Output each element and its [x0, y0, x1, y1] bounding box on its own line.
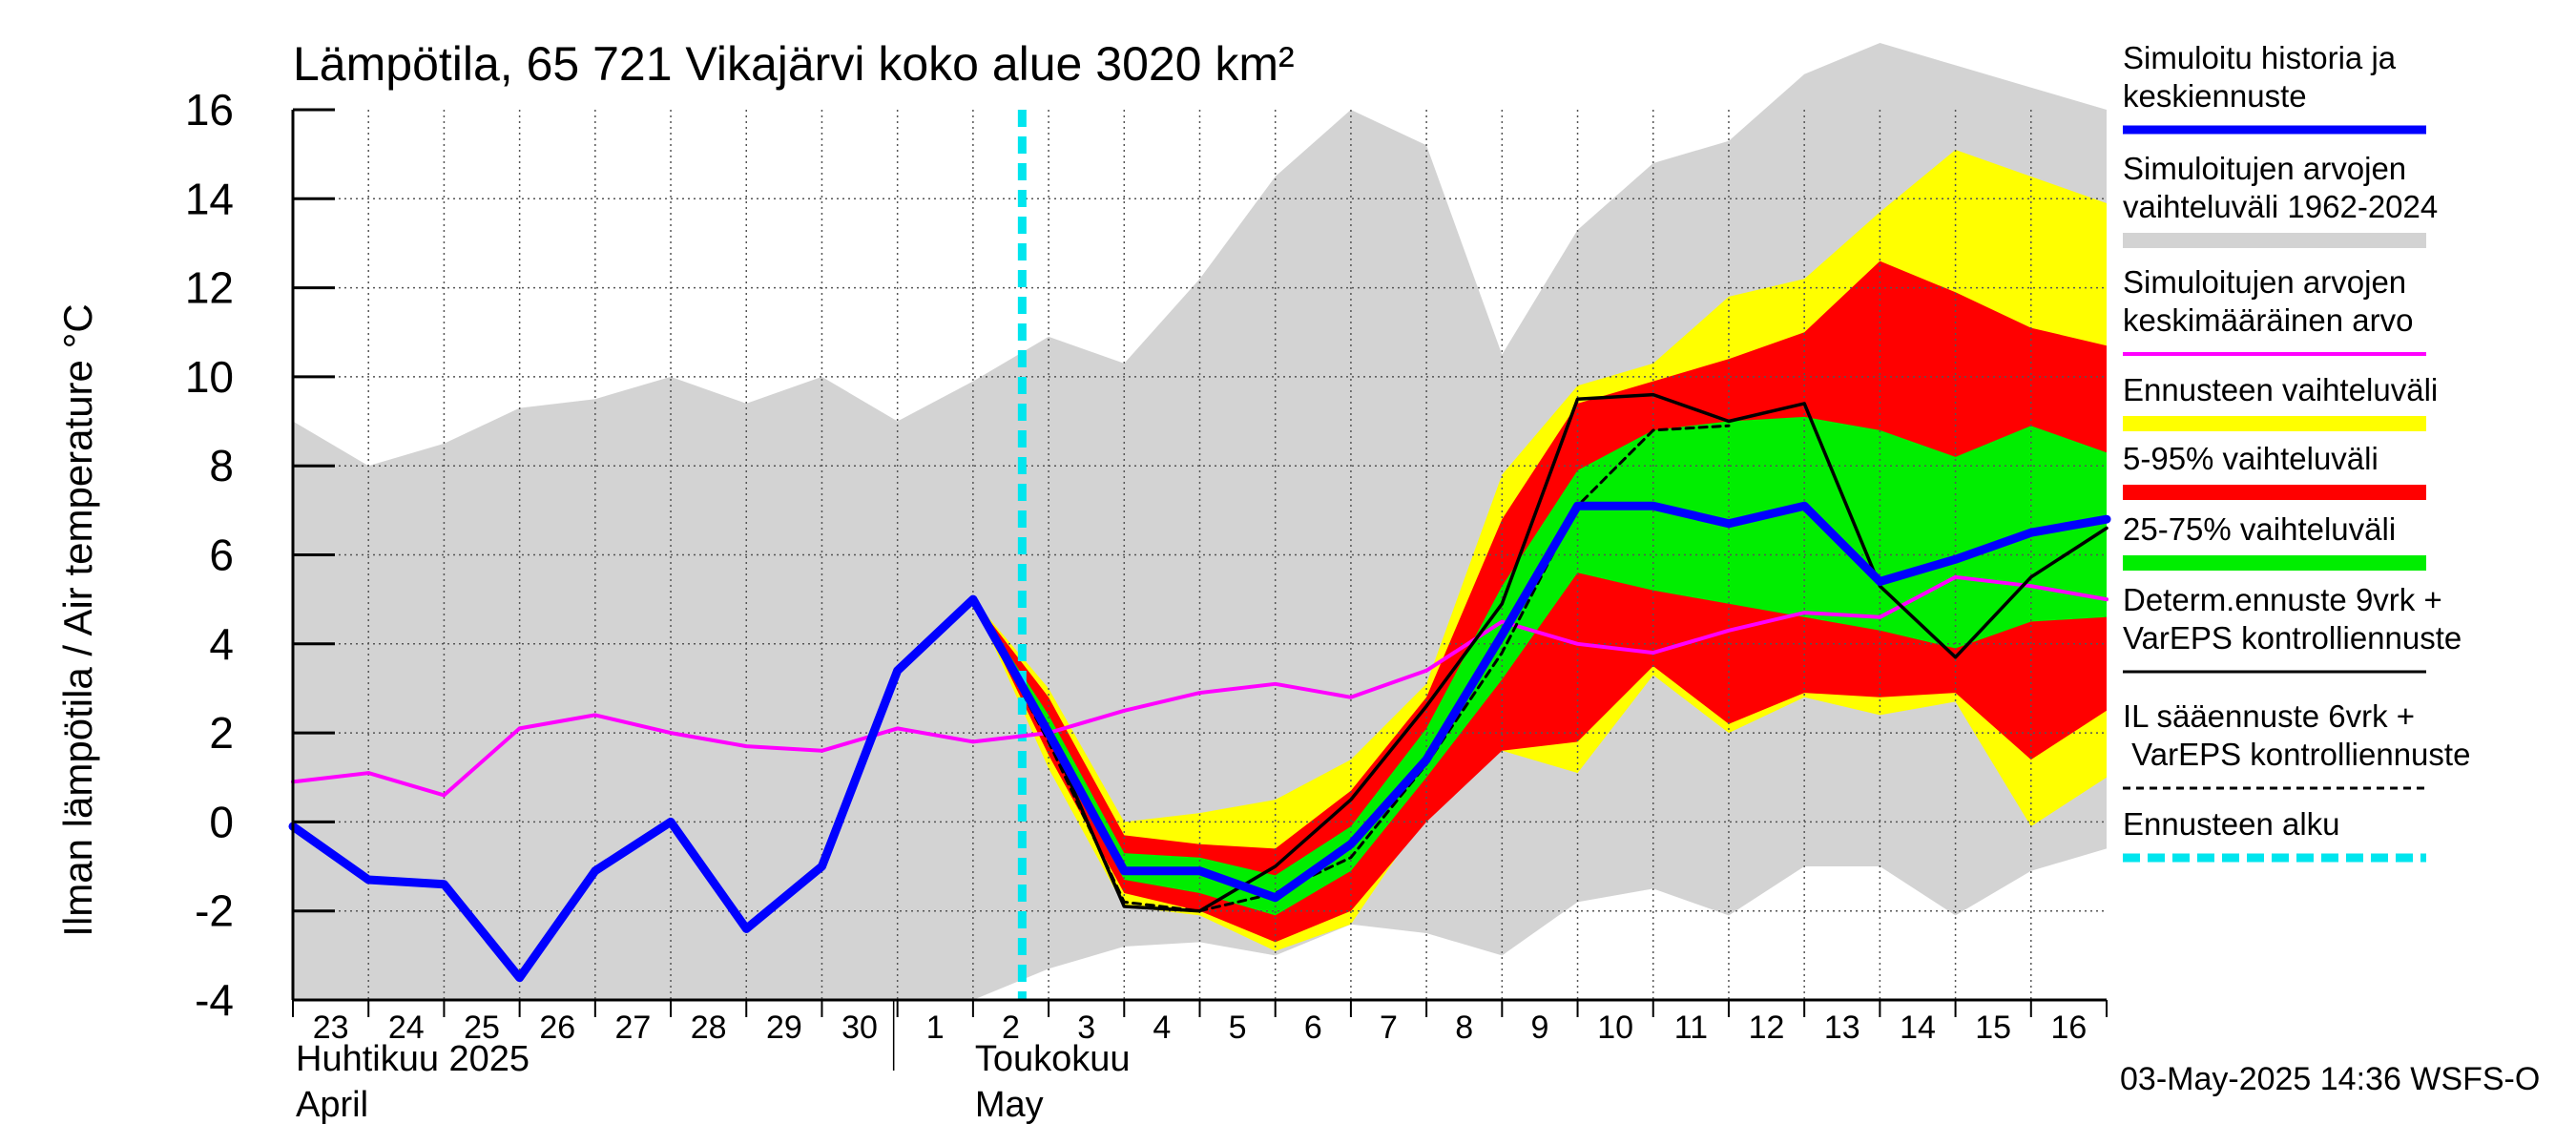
legend-label-line: Determ.ennuste 9vrk +: [2123, 582, 2442, 617]
grid-layer: [293, 110, 2107, 1000]
x-tick-label: 8: [1455, 1010, 1473, 1046]
x-tick-label: 30: [841, 1010, 878, 1046]
x-tick-label: 25: [464, 1010, 500, 1046]
legend-label-line: Ennusteen vaihteluväli: [2123, 372, 2438, 407]
x-tick-label: 5: [1229, 1010, 1247, 1046]
band-25-75-vaihteluv-li: [972, 416, 2107, 916]
legend-label-5-95-vaihteluv-li: 5-95% vaihteluväli: [2123, 441, 2379, 476]
legend-label-line: keskimääräinen arvo: [2123, 302, 2413, 338]
x-tick-label: 15: [1975, 1010, 2011, 1046]
x-tick-label: 7: [1380, 1010, 1398, 1046]
legend-label-25-75-vaihteluv-li: 25-75% vaihteluväli: [2123, 511, 2396, 547]
line-simuloitu-historia-ja-keskiennuste: [288, 501, 2111, 983]
x-tick-label: 28: [691, 1010, 727, 1046]
x-tick-label: 13: [1824, 1010, 1860, 1046]
x-tick-label: 1: [926, 1010, 945, 1046]
y-tick-label: -4: [195, 975, 234, 1025]
x-tick-label: 10: [1597, 1010, 1633, 1046]
legend-swatch-25-75-vaihteluv-li: [2123, 555, 2426, 571]
legend-label-simuloitujen-arvojen-keskim-r-inen-arvo: Simuloitujen arvojen keskimääräinen arvo: [2123, 264, 2413, 338]
x-tick-label: 3: [1077, 1010, 1095, 1046]
legend-label-ennusteen-alku: Ennusteen alku: [2123, 806, 2340, 842]
x-tick-label: 11: [1674, 1010, 1708, 1046]
line-determ-ennuste-9vrk-vareps-kontrolliennuste: [971, 392, 2109, 913]
legend: Simuloitu historia ja keskiennusteSimuloi…: [2123, 40, 2470, 863]
y-tick-label: 2: [209, 708, 234, 758]
x-tick-label: 4: [1153, 1010, 1171, 1046]
legend-label-simuloitujen-arvojen-vaihteluv-li-1962-2024: Simuloitujen arvojen vaihteluväli 1962-20…: [2123, 151, 2438, 224]
footer-timestamp: 03-May-2025 14:36 WSFS-O: [2120, 1061, 2540, 1097]
y-tick-label: 14: [185, 174, 234, 223]
month-label-fi: Huhtikuu 2025: [296, 1039, 530, 1079]
x-tick-label: 2: [1002, 1010, 1020, 1046]
legend-label-line: Ennusteen alku: [2123, 806, 2340, 842]
x-tick-label: 9: [1530, 1010, 1548, 1046]
legend-label-line: Simuloitujen arvojen: [2123, 264, 2406, 300]
legend-swatch-simuloitujen-arvojen-vaihteluv-li-1962-2024: [2123, 233, 2426, 248]
legend-label-line: IL sääennuste 6vrk +: [2123, 698, 2415, 734]
legend-swatch-5-95-vaihteluv-li: [2123, 485, 2426, 500]
x-tick-label: 14: [1900, 1010, 1936, 1046]
x-tick-label: 26: [539, 1010, 575, 1046]
legend-label-line: VarEPS kontrolliennuste: [2123, 737, 2470, 772]
y-tick-label: -2: [195, 886, 234, 936]
month-label-fi: Toukokuu: [975, 1039, 1131, 1079]
x-tick-label: 16: [2050, 1010, 2087, 1046]
y-tick-label: 12: [185, 263, 234, 313]
line-simuloitujen-arvojen-keskim-r-inen-arvo: [291, 574, 2109, 798]
x-tick-label: 23: [313, 1010, 349, 1046]
legend-label-line: vaihteluväli 1962-2024: [2123, 189, 2438, 224]
y-tick-label: 10: [185, 352, 234, 402]
y-tick-label: 6: [209, 531, 234, 580]
x-tick-label: 12: [1749, 1010, 1785, 1046]
y-tick-label: 8: [209, 441, 234, 490]
legend-label-ennusteen-vaihteluv-li: Ennusteen vaihteluväli: [2123, 372, 2438, 407]
month-label-en: May: [975, 1085, 1044, 1125]
legend-label-determ-ennuste-9vrk-vareps-kontrolliennuste: Determ.ennuste 9vrk + VarEPS kontrollienn…: [2123, 582, 2462, 656]
x-tick-label: 6: [1304, 1010, 1322, 1046]
legend-label-line: 25-75% vaihteluväli: [2123, 511, 2396, 547]
x-tick-label: 29: [766, 1010, 802, 1046]
series-lines-layer: [288, 392, 2111, 983]
x-tick-label: 27: [615, 1010, 652, 1046]
legend-label-line: Simuloitu historia ja: [2123, 40, 2397, 75]
chart-title: Lämpötila, 65 721 Vikajärvi koko alue 30…: [293, 37, 1295, 91]
legend-swatch-ennusteen-vaihteluv-li: [2123, 416, 2426, 431]
axes-frame: [291, 108, 2108, 1071]
legend-label-line: Simuloitujen arvojen: [2123, 151, 2406, 186]
legend-label-line: keskiennuste: [2123, 78, 2307, 114]
y-axis-title: Ilman lämpötila / Air temperature °C: [55, 303, 100, 936]
month-label-en: April: [296, 1085, 368, 1125]
bands-layer: [293, 43, 2107, 1000]
legend-label-il-s-ennuste-6vrk-vareps-kontrolliennuste: IL sääennuste 6vrk + VarEPS kontrollienn…: [2123, 698, 2470, 772]
y-tick-label: 16: [185, 85, 234, 135]
x-tick-label: 24: [388, 1010, 425, 1046]
y-tick-label: 0: [209, 797, 234, 846]
y-tick-label: 4: [209, 619, 234, 669]
legend-label-line: VarEPS kontrolliennuste: [2123, 620, 2462, 656]
legend-label-line: 5-95% vaihteluväli: [2123, 441, 2379, 476]
legend-label-simuloitu-historia-ja-keskiennuste: Simuloitu historia ja keskiennuste: [2123, 40, 2397, 114]
